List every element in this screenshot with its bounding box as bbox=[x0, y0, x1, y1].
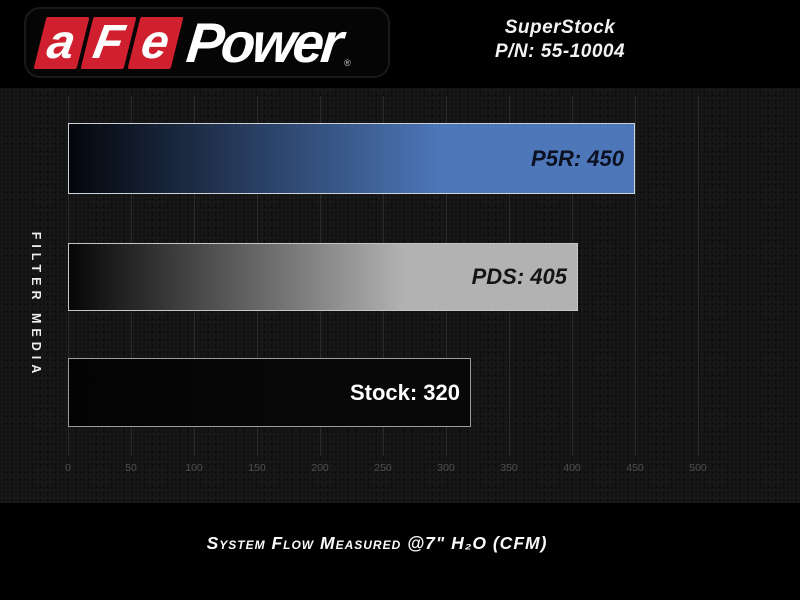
product-info: SuperStock P/N: 55-10004 bbox=[450, 17, 670, 63]
afe-power-logo: a F e Power ® bbox=[24, 7, 390, 78]
bar-chart: FILTER MEDIA P5R: 450 PDS: 405 Stock: 320 0… bbox=[0, 88, 800, 503]
x-tick-label: 400 bbox=[563, 462, 581, 474]
logo-letter-block-f: F bbox=[80, 15, 137, 69]
product-name: SuperStock bbox=[504, 17, 616, 38]
x-tick-label: 250 bbox=[374, 462, 392, 474]
part-number: P/N: 55-10004 bbox=[494, 41, 626, 62]
x-tick-label: 350 bbox=[500, 462, 518, 474]
bar-label-pds: PDS: 405 bbox=[471, 264, 567, 289]
x-tick-label: 0 bbox=[65, 462, 71, 474]
bar-p5r: P5R: 450 bbox=[68, 123, 635, 194]
x-axis-caption: System Flow Measured @7" H₂O (CFM) bbox=[206, 533, 548, 553]
y-axis-label: FILTER MEDIA bbox=[29, 231, 43, 379]
x-tick-label: 200 bbox=[311, 462, 329, 474]
bar-pds: PDS: 405 bbox=[68, 243, 578, 311]
x-tick-label: 50 bbox=[125, 462, 137, 474]
logo-red-blocks: a F e bbox=[33, 15, 184, 69]
logo-letter-block-a: a bbox=[33, 15, 90, 69]
logo-word-power: Power bbox=[183, 10, 344, 74]
x-tick-label: 300 bbox=[437, 462, 455, 474]
header: a F e Power ® SuperStock P/N: 55-10004 bbox=[0, 0, 800, 88]
gridline bbox=[635, 96, 636, 456]
x-tick-label: 500 bbox=[689, 462, 707, 474]
footer: System Flow Measured @7" H₂O (CFM) bbox=[0, 503, 800, 600]
logo-letter-a: a bbox=[43, 15, 80, 69]
bar-label-p5r: P5R: 450 bbox=[531, 145, 624, 171]
bar-label-stock: Stock: 320 bbox=[349, 379, 460, 405]
registered-trademark-icon: ® bbox=[344, 58, 351, 68]
bar-stock: Stock: 320 bbox=[68, 358, 471, 427]
x-tick-label: 150 bbox=[248, 462, 266, 474]
logo-letter-f: F bbox=[89, 15, 129, 69]
logo-letter-block-e: e bbox=[127, 15, 184, 69]
gridline bbox=[698, 96, 699, 456]
x-tick-label: 100 bbox=[185, 462, 203, 474]
logo-letter-e: e bbox=[137, 15, 174, 69]
x-tick-label: 450 bbox=[626, 462, 644, 474]
